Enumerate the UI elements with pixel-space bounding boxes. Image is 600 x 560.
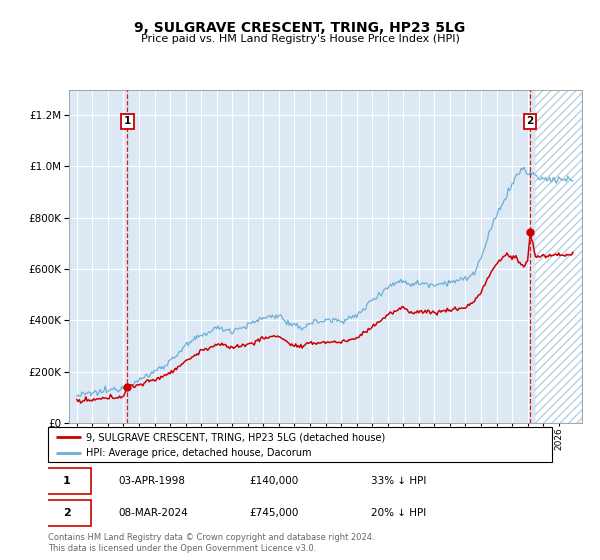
Text: 03-APR-1998: 03-APR-1998 — [119, 476, 185, 486]
Text: Price paid vs. HM Land Registry's House Price Index (HPI): Price paid vs. HM Land Registry's House … — [140, 34, 460, 44]
FancyBboxPatch shape — [48, 427, 552, 462]
Text: 33% ↓ HPI: 33% ↓ HPI — [371, 476, 426, 486]
Bar — [535, 90, 582, 423]
Text: 2: 2 — [527, 116, 534, 126]
FancyBboxPatch shape — [43, 500, 91, 526]
FancyBboxPatch shape — [43, 468, 91, 494]
Text: £745,000: £745,000 — [250, 508, 299, 518]
Text: 1: 1 — [124, 116, 131, 126]
Text: Contains HM Land Registry data © Crown copyright and database right 2024.
This d: Contains HM Land Registry data © Crown c… — [48, 533, 374, 553]
Text: 08-MAR-2024: 08-MAR-2024 — [119, 508, 188, 518]
Text: HPI: Average price, detached house, Dacorum: HPI: Average price, detached house, Daco… — [86, 449, 311, 458]
Text: £140,000: £140,000 — [250, 476, 299, 486]
Text: 20% ↓ HPI: 20% ↓ HPI — [371, 508, 426, 518]
Text: 9, SULGRAVE CRESCENT, TRING, HP23 5LG: 9, SULGRAVE CRESCENT, TRING, HP23 5LG — [134, 21, 466, 35]
Text: 9, SULGRAVE CRESCENT, TRING, HP23 5LG (detached house): 9, SULGRAVE CRESCENT, TRING, HP23 5LG (d… — [86, 432, 385, 442]
Text: 2: 2 — [63, 508, 71, 518]
Text: 1: 1 — [63, 476, 71, 486]
